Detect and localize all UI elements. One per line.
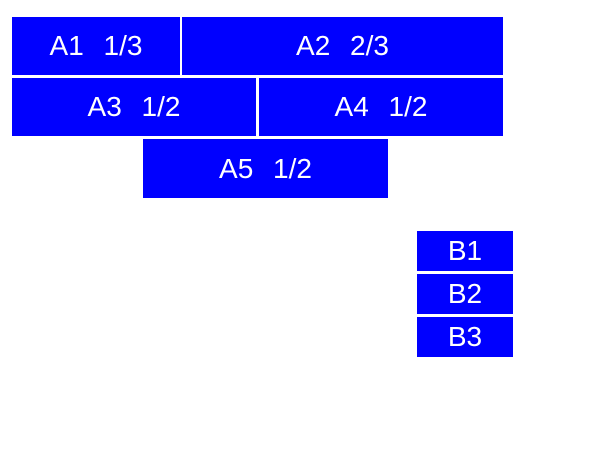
box-b1: B1: [417, 231, 513, 271]
box-b2: B2: [417, 274, 513, 314]
box-a1: A1 1/3: [12, 17, 180, 75]
box-b3: B3: [417, 317, 513, 357]
box-a3: A3 1/2: [12, 78, 256, 136]
box-a5: A5 1/2: [143, 139, 388, 198]
box-a2: A2 2/3: [182, 17, 503, 75]
box-a4: A4 1/2: [259, 78, 503, 136]
